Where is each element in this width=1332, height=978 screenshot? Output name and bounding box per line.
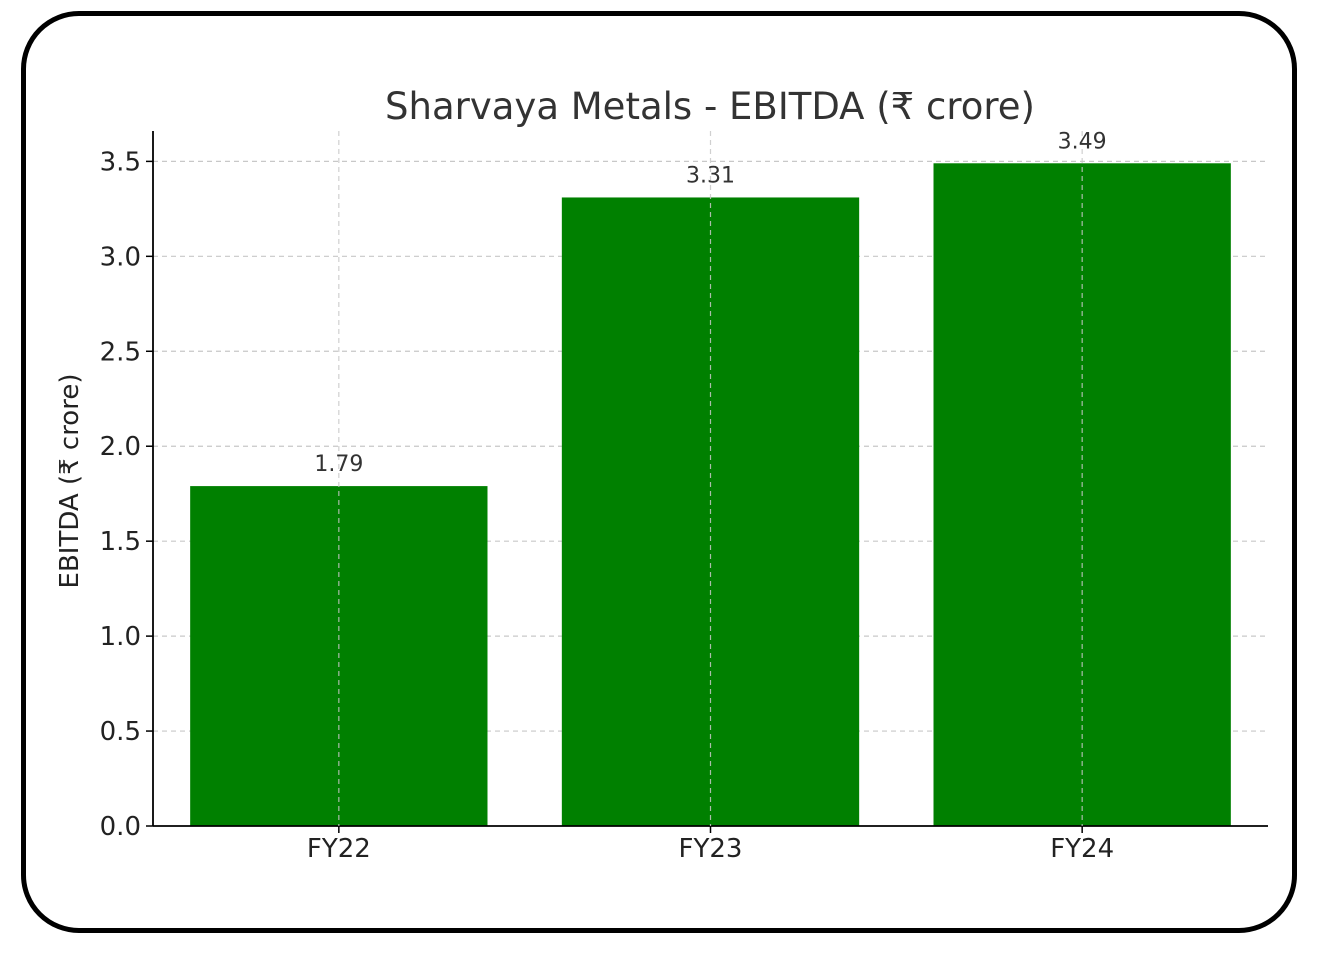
y-tick-label: 3.0 [100,242,141,272]
x-tick-label: FY22 [307,834,371,864]
data-label: 1.79 [314,452,363,477]
data-label: 3.31 [686,163,735,188]
y-axis-label: EBITDA (₹ crore) [55,374,85,589]
label-layer: 1.79 3.31 3.49 [314,129,1107,826]
x-tick-label: FY23 [679,834,743,864]
data-label: 3.49 [1058,129,1107,154]
y-tick-label: 3.5 [100,147,141,177]
x-tick-label: FY24 [1050,834,1114,864]
y-tick-label: 0.0 [100,812,141,842]
y-tick-label: 2.5 [100,337,141,367]
chart-title: Sharvaya Metals - EBITDA (₹ crore) [385,85,1035,128]
y-tick-label: 2.0 [100,432,141,462]
y-tick-label: 1.0 [100,622,141,652]
y-tick-label: 0.5 [100,717,141,747]
y-tick-label: 1.5 [100,527,141,557]
